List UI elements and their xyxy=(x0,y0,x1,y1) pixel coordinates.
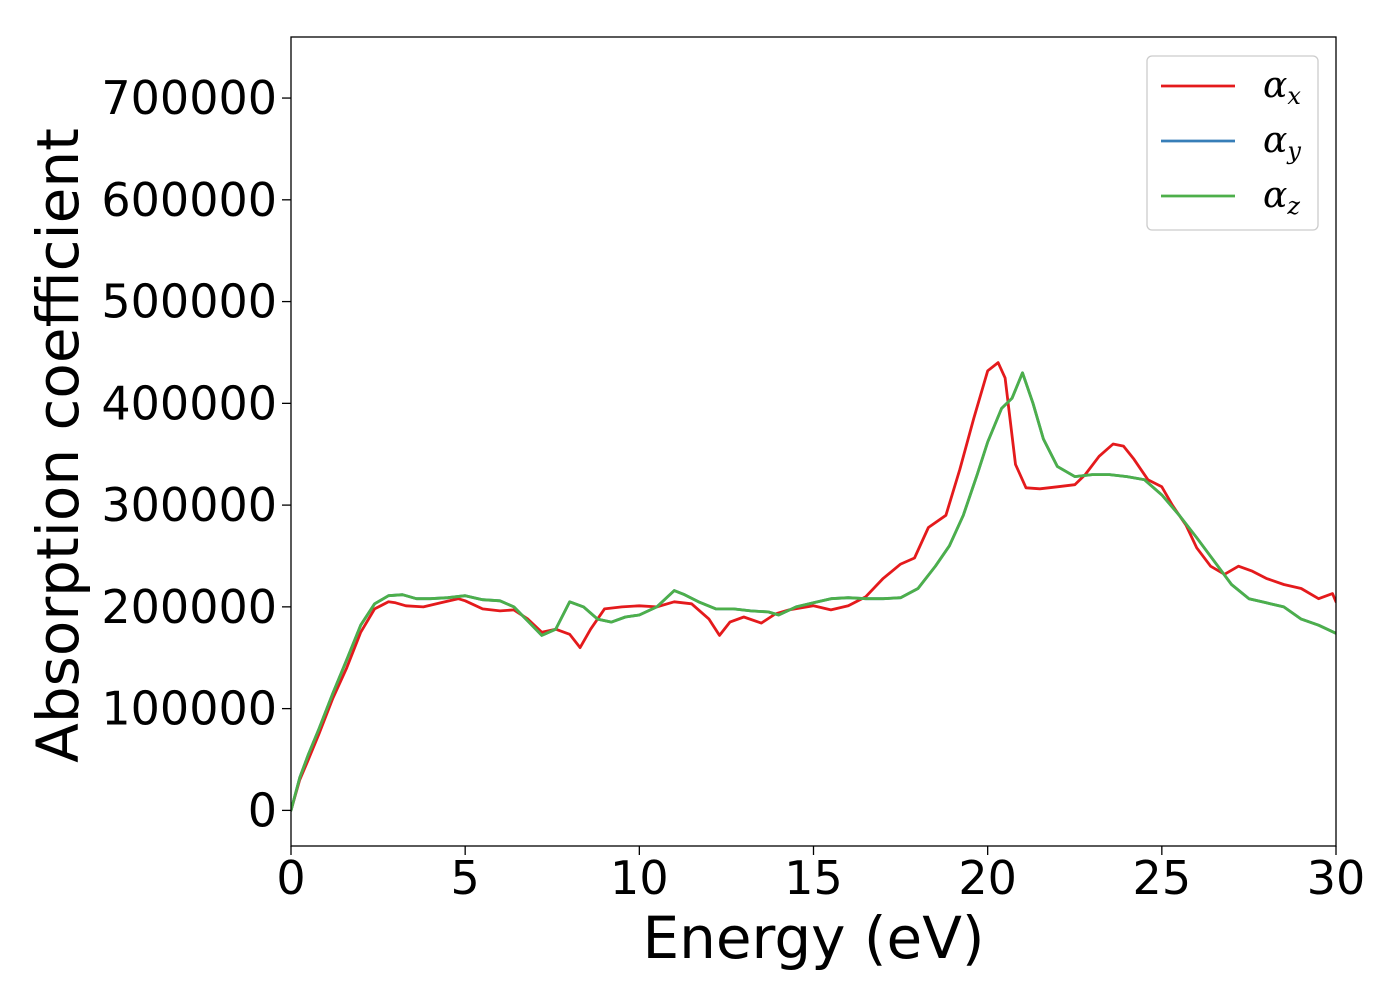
x-tick-label: 5 xyxy=(451,851,480,905)
y-tick-label: 300000 xyxy=(101,478,277,532)
legend-label-alpha-y: αy xyxy=(1263,120,1301,165)
x-tick-label: 10 xyxy=(610,851,669,905)
series-line-alpha-z xyxy=(291,371,1336,812)
y-axis-title: Absorption coefficient xyxy=(24,128,92,763)
series-layer xyxy=(291,361,1336,812)
legend: αx αy αz xyxy=(1146,55,1319,231)
legend-label-alpha-x: αx xyxy=(1263,65,1301,110)
x-tick-label: 25 xyxy=(1133,851,1192,905)
y-tick-label: 500000 xyxy=(101,275,277,329)
legend-box xyxy=(1146,55,1319,231)
y-tick-label: 700000 xyxy=(101,71,277,125)
y-axis: 0 100000 200000 300000 400000 500000 600000 700… xyxy=(101,71,291,837)
x-tick-label: 20 xyxy=(958,851,1017,905)
y-tick-label: 600000 xyxy=(101,173,277,227)
x-tick-label: 0 xyxy=(276,851,305,905)
x-tick-label: 15 xyxy=(784,851,843,905)
y-tick-label: 200000 xyxy=(101,580,277,634)
series-line-alpha-y xyxy=(291,371,1336,812)
y-tick-label: 400000 xyxy=(101,376,277,430)
x-axis-title: Energy (eV) xyxy=(642,904,984,972)
y-tick-label: 100000 xyxy=(101,682,277,736)
series-line-alpha-x xyxy=(291,361,1336,812)
x-tick-label: 30 xyxy=(1307,851,1366,905)
x-axis: 0 5 10 15 20 25 30 xyxy=(276,846,1365,905)
legend-label-alpha-z: αz xyxy=(1263,175,1300,220)
y-tick-label: 0 xyxy=(248,783,277,837)
